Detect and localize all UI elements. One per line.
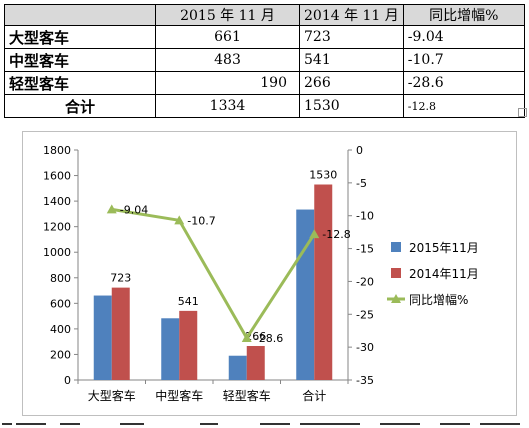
left-tick-label: 1600	[43, 170, 71, 183]
left-tick-label: 1200	[43, 221, 71, 234]
legend-swatch	[391, 268, 401, 278]
table-header-cell: 2014 年 11 月	[299, 4, 404, 26]
bar	[228, 355, 247, 380]
table-row: 合计 1334 1530 -12.8	[4, 94, 525, 118]
cell-2014: 723	[299, 25, 404, 49]
cell-2014: 541	[299, 48, 404, 72]
line-point-marker	[174, 215, 185, 225]
x-tick-label: 轻型客车	[223, 388, 271, 403]
resize-handle-icon[interactable]	[518, 108, 527, 117]
table-row: 中型客车 483 541 -10.7	[4, 48, 525, 72]
bar	[246, 346, 265, 380]
bar-data-label: 541	[178, 295, 199, 308]
x-tick-label: 大型客车	[88, 388, 136, 403]
cell-2014: 1530	[299, 94, 404, 118]
x-tick-label: 合计	[302, 388, 326, 403]
bar	[314, 184, 333, 380]
line-point-marker	[309, 229, 320, 239]
legend-label: 同比增幅%	[409, 292, 468, 307]
bar-data-label: 723	[110, 272, 131, 285]
cell-growth: -28.6	[402, 71, 525, 95]
left-tick-label: 800	[50, 272, 71, 285]
cell-2015: 1334	[155, 94, 300, 118]
cell-2015: 661	[155, 25, 300, 49]
line-data-label: -28.6	[255, 332, 283, 345]
line-point-marker	[241, 332, 252, 342]
left-tick-label: 0	[64, 374, 71, 387]
right-tick-label: -10	[356, 210, 374, 223]
row-label: 合计	[4, 94, 156, 118]
row-label: 大型客车	[4, 25, 156, 49]
cell-2015: 483	[155, 48, 300, 72]
row-label: 中型客车	[4, 48, 156, 72]
right-tick-label: -20	[356, 275, 374, 288]
right-tick-label: -35	[356, 374, 374, 387]
legend-label: 2014年11月	[409, 267, 479, 281]
right-tick-label: 0	[356, 144, 363, 157]
table-header-cell: 同比增幅%	[402, 4, 525, 26]
left-tick-label: 400	[50, 323, 71, 336]
line-data-label: -9.04	[120, 203, 148, 216]
left-tick-label: 200	[50, 348, 71, 361]
right-tick-label: -30	[356, 341, 374, 354]
line-data-label: -12.8	[322, 228, 350, 241]
cell-growth: -10.7	[402, 48, 525, 72]
right-tick-label: -5	[356, 177, 367, 190]
table-header-cell	[4, 4, 156, 26]
table-header-cell: 2015 年 11 月	[155, 4, 300, 26]
line-point-marker	[106, 204, 117, 214]
row-label: 轻型客车	[4, 71, 156, 95]
legend-marker	[391, 294, 401, 303]
table-row: 轻型客车 190 266 -28.6	[4, 71, 525, 95]
cell-growth: -9.04	[402, 25, 525, 49]
right-tick-label: -25	[356, 308, 374, 321]
bar-data-label: 1530	[309, 169, 337, 182]
cell-2014: 266	[299, 71, 404, 95]
left-tick-label: 600	[50, 297, 71, 310]
line-data-label: -10.7	[187, 214, 215, 227]
legend-swatch	[391, 242, 401, 252]
cell-2015: 190	[155, 71, 300, 95]
bar	[179, 310, 198, 380]
growth-line	[111, 207, 316, 341]
bar	[161, 318, 180, 380]
cropped-text-strip	[0, 419, 529, 428]
left-tick-label: 1800	[43, 144, 71, 157]
bar	[93, 295, 112, 380]
legend-label: 2015年11月	[409, 241, 479, 255]
table-row: 大型客车 661 723 -9.04	[4, 25, 525, 49]
table-header-row: 2015 年 11 月 2014 年 11 月 同比增幅%	[4, 4, 525, 26]
data-table: 2015 年 11 月 2014 年 11 月 同比增幅% 大型客车 661 7…	[4, 4, 525, 118]
left-tick-label: 1400	[43, 195, 71, 208]
cell-growth: -12.8	[402, 94, 525, 118]
right-tick-label: -15	[356, 243, 374, 256]
chart-frame: 0 200 400 600 800 1000 1200 1400 1600 1800 0 -5 -10-…	[22, 131, 517, 416]
bar	[111, 287, 130, 380]
left-tick-label: 1000	[43, 246, 71, 259]
x-tick-label: 中型客车	[155, 388, 203, 403]
